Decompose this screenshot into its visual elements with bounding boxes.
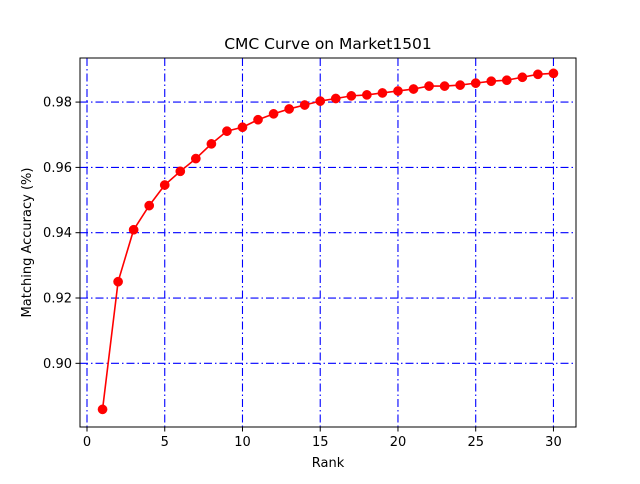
data-point-rank-7	[190, 153, 201, 164]
data-point-rank-6	[175, 166, 186, 177]
data-point-rank-9	[222, 126, 232, 136]
x-tick-label: 10	[234, 435, 251, 450]
chart-title: CMC Curve on Market1501	[224, 35, 432, 53]
x-axis-label: Rank	[312, 456, 345, 471]
data-point-rank-4	[144, 200, 155, 211]
x-tick-label: 20	[390, 435, 407, 450]
data-point-rank-17	[346, 91, 357, 101]
y-tick-label: 0.98	[43, 96, 72, 111]
data-point-rank-14	[299, 100, 310, 110]
data-point-rank-19	[377, 88, 388, 98]
data-point-rank-3	[128, 224, 139, 235]
grid-lines	[80, 58, 576, 427]
data-point-rank-13	[284, 104, 294, 114]
axes: 0 5 10 15 20 25 30 0.90 0.92 0.94 0.96 0.98	[43, 57, 577, 450]
data-series	[97, 68, 559, 415]
data-point-rank-18	[362, 90, 372, 100]
data-point-rank-2	[113, 276, 123, 287]
y-axis-label: Matching Accuracy (%)	[20, 168, 35, 318]
data-point-rank-21	[408, 84, 419, 94]
axes-frame	[79, 57, 577, 428]
x-tick-label: 0	[83, 435, 91, 450]
data-point-rank-20	[393, 86, 403, 96]
data-point-rank-29	[533, 69, 543, 80]
x-tick-label: 15	[312, 435, 329, 450]
data-point-rank-16	[330, 93, 341, 104]
data-point-rank-25	[470, 78, 481, 88]
data-point-rank-8	[206, 139, 217, 149]
data-point-rank-26	[486, 76, 497, 87]
data-point-rank-11	[253, 114, 263, 125]
data-point-rank-10	[237, 122, 248, 133]
data-point-rank-30	[548, 68, 559, 79]
x-tick-label: 30	[545, 435, 562, 450]
data-point-rank-24	[455, 80, 466, 90]
plot-area-background	[80, 58, 576, 427]
data-point-rank-27	[501, 75, 512, 86]
y-tick-label: 0.94	[43, 226, 72, 241]
data-point-rank-28	[517, 72, 528, 83]
data-point-rank-1	[97, 404, 108, 415]
data-point-rank-5	[159, 180, 170, 190]
y-tick-label: 0.96	[43, 161, 72, 176]
data-point-rank-23	[439, 81, 450, 91]
data-point-rank-22	[424, 81, 434, 91]
y-tick-label: 0.92	[43, 292, 72, 307]
data-point-rank-12	[268, 108, 279, 119]
x-tick-label: 5	[161, 435, 169, 450]
data-point-rank-15	[315, 96, 326, 106]
y-tick-label: 0.90	[43, 357, 72, 372]
x-tick-label: 25	[467, 435, 484, 450]
